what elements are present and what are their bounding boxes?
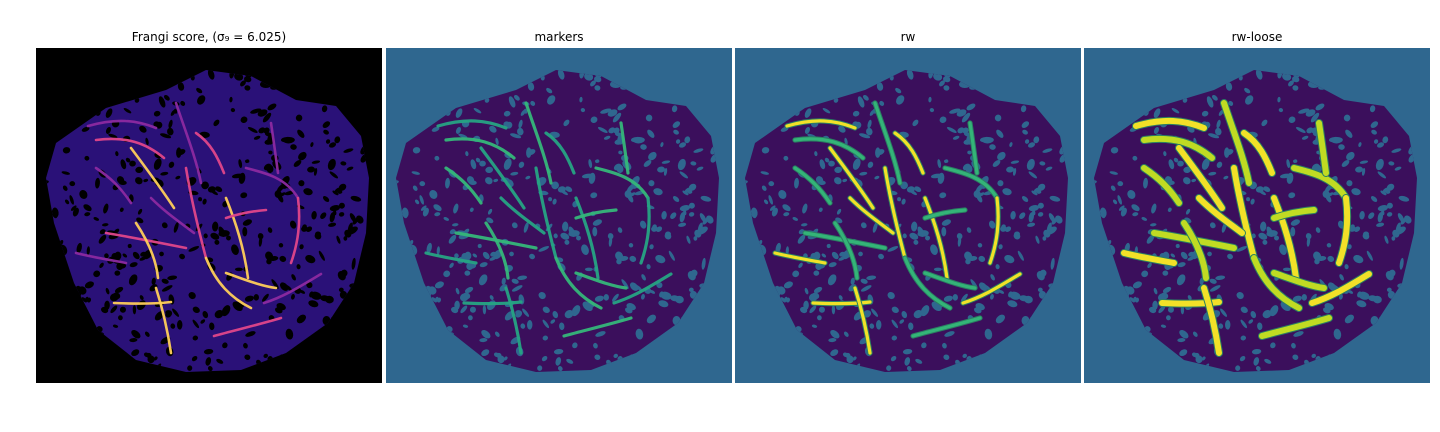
- panel-title-rw-loose: rw-loose: [1231, 30, 1283, 44]
- frangi-image: [36, 48, 382, 383]
- rw-loose-image: [1084, 48, 1430, 383]
- panel-title-markers: markers: [534, 30, 584, 44]
- markers-image: [386, 48, 732, 383]
- rw-image: [735, 48, 1081, 383]
- panel-title-frangi: Frangi score, (σ₉ = 6.025): [131, 30, 287, 44]
- panel-title-rw: rw: [900, 30, 916, 44]
